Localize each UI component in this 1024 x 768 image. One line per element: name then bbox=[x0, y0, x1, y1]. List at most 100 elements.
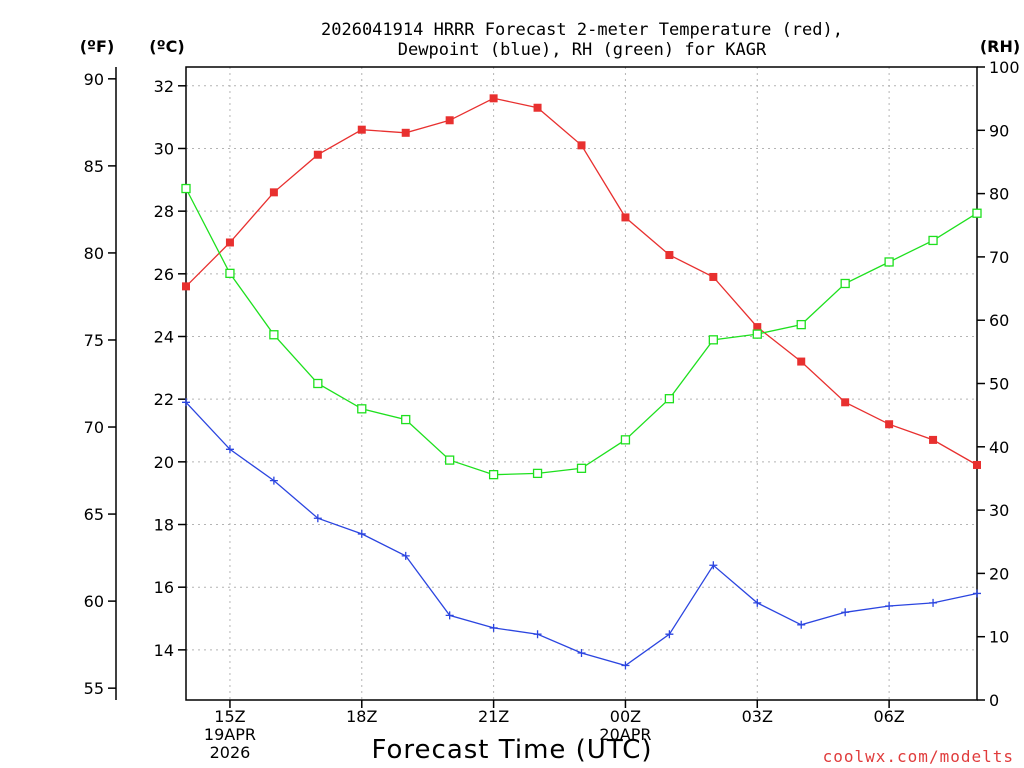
fahrenheit-tick-label: 75 bbox=[84, 331, 104, 350]
rh-tick-label: 60 bbox=[989, 311, 1009, 330]
x-axis-label: Forecast Time (UTC) bbox=[371, 735, 652, 765]
rh-tick-label: 100 bbox=[989, 58, 1020, 77]
rh-point bbox=[401, 414, 411, 425]
temperature-point bbox=[269, 188, 278, 197]
temperature-point bbox=[973, 460, 981, 469]
rh-point bbox=[532, 468, 543, 479]
rh-point bbox=[928, 235, 938, 246]
dewpoint-point bbox=[665, 630, 674, 639]
rh-point bbox=[313, 378, 323, 389]
rh-unit-label: (RH) bbox=[980, 37, 1020, 56]
rh-point bbox=[225, 268, 235, 279]
dewpoint-point bbox=[973, 589, 981, 598]
temperature-point bbox=[357, 125, 366, 134]
dewpoint-point bbox=[182, 398, 190, 407]
rh-point bbox=[796, 319, 806, 330]
gridlines bbox=[186, 67, 977, 700]
x-tick-label: 15Z bbox=[214, 707, 245, 726]
x-tick-label: 06Z bbox=[873, 707, 904, 726]
celsius-tick-label: 32 bbox=[154, 77, 174, 96]
celsius-tick-label: 24 bbox=[154, 327, 174, 346]
dewpoint-point bbox=[533, 630, 542, 639]
temperature-line bbox=[185, 97, 978, 466]
celsius-tick-label: 26 bbox=[154, 265, 174, 284]
x-tick-label: 19APR bbox=[204, 725, 256, 744]
fahrenheit-tick-label: 80 bbox=[84, 244, 104, 263]
x-tick-label: 00Z bbox=[610, 707, 641, 726]
celsius-tick-label: 16 bbox=[154, 578, 174, 597]
fahrenheit-unit-label: (ºF) bbox=[80, 37, 115, 56]
dewpoint-point bbox=[357, 529, 366, 538]
temperature-point bbox=[401, 128, 410, 137]
chart-title-line2: Dewpoint (blue), RH (green) for KAGR bbox=[398, 40, 767, 60]
rh-point bbox=[752, 329, 762, 339]
temperature-point bbox=[753, 323, 762, 332]
dewpoint-point bbox=[885, 601, 894, 610]
rh-point bbox=[576, 463, 587, 473]
rh-tick-label: 40 bbox=[989, 438, 1009, 457]
plot-frame bbox=[185, 66, 978, 701]
temperature-point bbox=[885, 420, 894, 429]
rh-point bbox=[357, 404, 367, 414]
temperature-point bbox=[533, 103, 542, 112]
rh-point bbox=[269, 330, 279, 340]
temperature-point bbox=[489, 94, 498, 103]
rh-point bbox=[840, 278, 850, 289]
rh-tick-label: 70 bbox=[989, 248, 1009, 267]
rh-line bbox=[185, 188, 978, 476]
dewpoint-point bbox=[797, 620, 806, 629]
rh-point bbox=[708, 335, 718, 345]
dewpoint-point bbox=[401, 551, 410, 560]
temperature-point bbox=[445, 116, 454, 125]
rh-point bbox=[445, 455, 455, 465]
fahrenheit-tick-label: 55 bbox=[84, 679, 104, 698]
dewpoint-point bbox=[313, 514, 322, 523]
rh-tick-label: 10 bbox=[989, 628, 1009, 647]
chart-title-line1: 2026041914 HRRR Forecast 2-meter Tempera… bbox=[321, 20, 843, 40]
x-tick-label: 03Z bbox=[742, 707, 773, 726]
temperature-point bbox=[577, 141, 586, 150]
temperature-point bbox=[621, 213, 630, 222]
dewpoint-point bbox=[225, 445, 234, 454]
rh-point bbox=[884, 257, 894, 267]
dewpoint-line bbox=[185, 401, 978, 667]
temperature-point bbox=[841, 398, 850, 407]
celsius-tick-label: 28 bbox=[154, 202, 174, 221]
rh-point bbox=[488, 470, 499, 480]
rh-tick-label: 80 bbox=[989, 185, 1009, 204]
credit-link[interactable]: coolwx.com/modelts bbox=[823, 747, 1014, 766]
temperature-point bbox=[709, 272, 718, 281]
fahrenheit-tick-label: 65 bbox=[84, 505, 104, 524]
rh-tick-label: 90 bbox=[989, 121, 1009, 140]
temperature-point bbox=[182, 282, 190, 291]
temperature-point bbox=[929, 435, 938, 444]
celsius-tick-label: 14 bbox=[154, 641, 174, 660]
rh-point bbox=[181, 183, 191, 194]
rh-tick-label: 0 bbox=[989, 691, 999, 710]
x-tick-label: 20APR bbox=[599, 725, 651, 744]
celsius-tick-label: 30 bbox=[154, 139, 174, 158]
temperature-point bbox=[313, 150, 322, 159]
x-tick-label: 21Z bbox=[478, 707, 509, 726]
fahrenheit-tick-label: 90 bbox=[84, 70, 104, 89]
x-tick-label: 18Z bbox=[346, 707, 377, 726]
temperature-point bbox=[665, 251, 674, 260]
dewpoint-point bbox=[841, 608, 850, 617]
dewpoint-point bbox=[709, 561, 718, 570]
dewpoint-point bbox=[489, 623, 498, 632]
fahrenheit-tick-label: 85 bbox=[84, 157, 104, 176]
celsius-tick-label: 18 bbox=[154, 516, 174, 535]
rh-point bbox=[972, 208, 982, 218]
fahrenheit-tick-label: 70 bbox=[84, 418, 104, 437]
dewpoint-point bbox=[753, 598, 762, 607]
dewpoint-point bbox=[929, 598, 938, 607]
data-series bbox=[181, 94, 982, 670]
rh-point bbox=[620, 435, 631, 445]
celsius-tick-label: 20 bbox=[154, 453, 174, 472]
fahrenheit-tick-label: 60 bbox=[84, 592, 104, 611]
temperature-point bbox=[797, 357, 806, 366]
x-tick-label: 2026 bbox=[210, 743, 251, 762]
dewpoint-point bbox=[577, 648, 586, 657]
